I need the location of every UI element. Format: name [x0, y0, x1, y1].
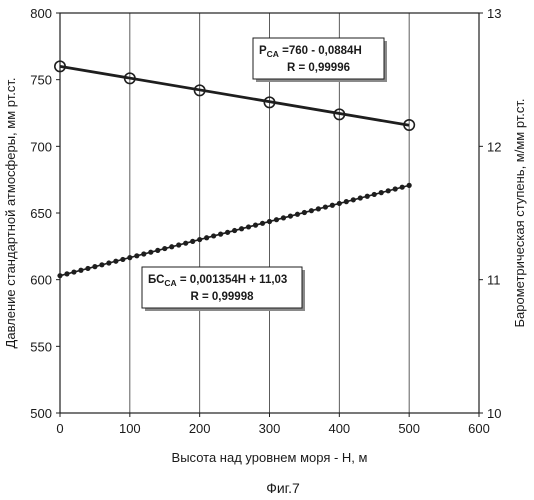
x-tick-label: 200: [189, 421, 211, 436]
y-left-tick-label: 700: [30, 139, 52, 154]
barometric-point: [302, 210, 307, 215]
barometric-point: [330, 203, 335, 208]
barometric-point: [246, 224, 251, 229]
barometric-point: [127, 255, 132, 260]
barometric-point: [197, 237, 202, 242]
barometric-point: [372, 192, 377, 197]
barometric-annotation-subscript: CA: [164, 278, 176, 288]
barometric-point: [71, 269, 76, 274]
barometric-annotation-formula: = 0,001354H + 11,03: [177, 274, 288, 286]
barometric-point: [148, 250, 153, 255]
x-tick-label: 0: [56, 421, 63, 436]
y-left-tick-label: 750: [30, 73, 52, 88]
pressure-annotation-formula: =760 - 0,0884H: [279, 45, 362, 57]
barometric-point: [407, 183, 412, 188]
figure-caption: Фиг.7: [266, 480, 300, 496]
barometric-point: [337, 201, 342, 206]
x-tick-label: 300: [259, 421, 281, 436]
barometric-point: [190, 239, 195, 244]
barometric-point: [260, 221, 265, 226]
barometric-point: [204, 235, 209, 240]
x-axis-label: Высота над уровнем моря - H, м: [172, 450, 368, 465]
barometric-point: [113, 259, 118, 264]
barometric-point: [85, 266, 90, 271]
barometric-point: [288, 213, 293, 218]
x-tick-label: 400: [328, 421, 350, 436]
barometric-point: [78, 268, 83, 273]
barometric-point: [162, 246, 167, 251]
y-right-tick-label: 11: [487, 273, 501, 288]
annotations: PCA =760 - 0,0884HR = 0,99996БСCA = 0,00…: [142, 38, 387, 311]
barometric-point: [99, 262, 104, 267]
y-right-tick-label: 13: [487, 6, 501, 21]
barometric-point: [351, 197, 356, 202]
x-tick-label: 600: [468, 421, 490, 436]
y-left-tick-label: 800: [30, 6, 52, 21]
y-right-tick-label: 12: [487, 139, 501, 154]
barometric-point: [274, 217, 279, 222]
barometric-point: [225, 230, 230, 235]
barometric-point: [267, 219, 272, 224]
barometric-annotation-symbol: БС: [148, 274, 164, 286]
barometric-point: [365, 194, 370, 199]
barometric-point: [295, 212, 300, 217]
barometric-point: [64, 271, 69, 276]
y-left-tick-label: 550: [30, 339, 52, 354]
barometric-annotation: БСCA = 0,001354H + 11,03 R = 0,99998: [142, 267, 305, 311]
barometric-point: [386, 188, 391, 193]
y-axis-left-label: Давление стандартной атмосферы, мм рт.ст…: [3, 78, 18, 349]
barometric-annotation-r-value: R = 0,99998: [191, 291, 255, 303]
y-right-tick-label: 10: [487, 406, 501, 421]
barometric-point: [106, 260, 111, 265]
barometric-point: [253, 223, 258, 228]
x-tick-label: 100: [119, 421, 141, 436]
barometric-point: [57, 273, 62, 278]
barometric-point: [211, 233, 216, 238]
y-left-tick-label: 600: [30, 273, 52, 288]
barometric-point: [176, 242, 181, 247]
pressure-annotation: PCA =760 - 0,0884HR = 0,99996: [253, 38, 387, 82]
y-left-tick-label: 650: [30, 206, 52, 221]
series-layer: [55, 61, 415, 278]
barometric-point: [316, 206, 321, 211]
barometric-point: [358, 195, 363, 200]
barometric-point: [344, 199, 349, 204]
barometric-point: [92, 264, 97, 269]
barometric-point: [141, 251, 146, 256]
barometric-point: [393, 186, 398, 191]
barometric-point: [183, 241, 188, 246]
barometric-point: [169, 244, 174, 249]
barometric-point: [323, 204, 328, 209]
barometric-point: [281, 215, 286, 220]
barometric-point: [232, 228, 237, 233]
pressure-annotation-subscript: CA: [267, 49, 279, 59]
barometric-point: [218, 232, 223, 237]
barometric-point: [239, 226, 244, 231]
x-tick-label: 500: [398, 421, 420, 436]
barometric-point: [309, 208, 314, 213]
barometric-point: [120, 257, 125, 262]
y-left-tick-label: 500: [30, 406, 52, 421]
barometric-point: [379, 190, 384, 195]
barometric-point: [134, 253, 139, 258]
barometric-point: [155, 248, 160, 253]
barometric-point: [400, 185, 405, 190]
pressure-annotation-r-value: R = 0,99996: [287, 62, 350, 74]
y-axis-right-label: Барометрическая ступень, м/мм рт.ст.: [512, 98, 527, 327]
